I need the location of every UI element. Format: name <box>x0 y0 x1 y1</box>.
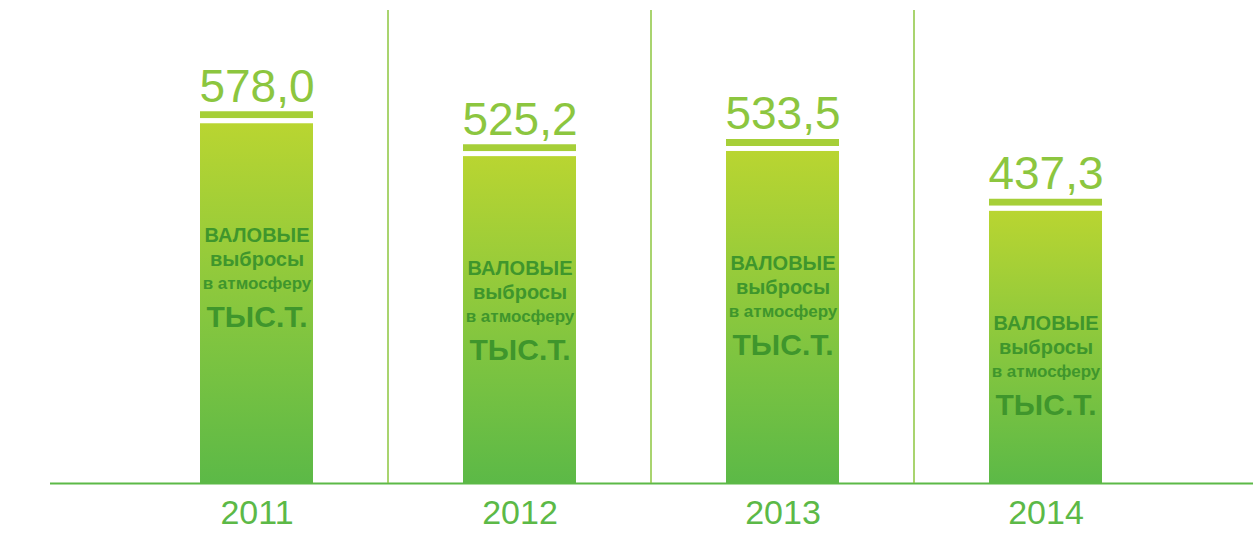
svg-text:выбросы: выбросы <box>473 281 567 303</box>
svg-text:в атмосферу: в атмосферу <box>729 302 838 321</box>
svg-text:выбросы: выбросы <box>210 248 304 270</box>
svg-text:ТЫС.Т.: ТЫС.Т. <box>996 388 1097 421</box>
svg-text:2014: 2014 <box>1008 493 1084 531</box>
svg-text:ВАЛОВЫЕ: ВАЛОВЫЕ <box>730 252 835 274</box>
svg-text:ТЫС.Т.: ТЫС.Т. <box>470 333 571 366</box>
svg-text:выбросы: выбросы <box>736 276 830 298</box>
svg-text:525,2: 525,2 <box>462 93 577 145</box>
svg-text:ВАЛОВЫЕ: ВАЛОВЫЕ <box>993 312 1098 334</box>
svg-text:2011: 2011 <box>220 493 293 531</box>
svg-text:выбросы: выбросы <box>999 336 1093 358</box>
svg-text:578,0: 578,0 <box>199 60 314 112</box>
svg-text:ВАЛОВЫЕ: ВАЛОВЫЕ <box>467 257 572 279</box>
svg-text:533,5: 533,5 <box>725 87 840 139</box>
svg-text:2012: 2012 <box>482 493 558 531</box>
svg-text:ВАЛОВЫЕ: ВАЛОВЫЕ <box>204 224 309 246</box>
svg-text:в атмосферу: в атмосферу <box>992 362 1101 381</box>
svg-text:в атмосферу: в атмосферу <box>466 307 575 326</box>
svg-text:ТЫС.Т.: ТЫС.Т. <box>733 328 834 361</box>
svg-text:в атмосферу: в атмосферу <box>203 274 312 293</box>
svg-text:437,3: 437,3 <box>988 147 1103 199</box>
svg-text:ТЫС.Т.: ТЫС.Т. <box>207 300 308 333</box>
svg-text:2013: 2013 <box>745 493 821 531</box>
